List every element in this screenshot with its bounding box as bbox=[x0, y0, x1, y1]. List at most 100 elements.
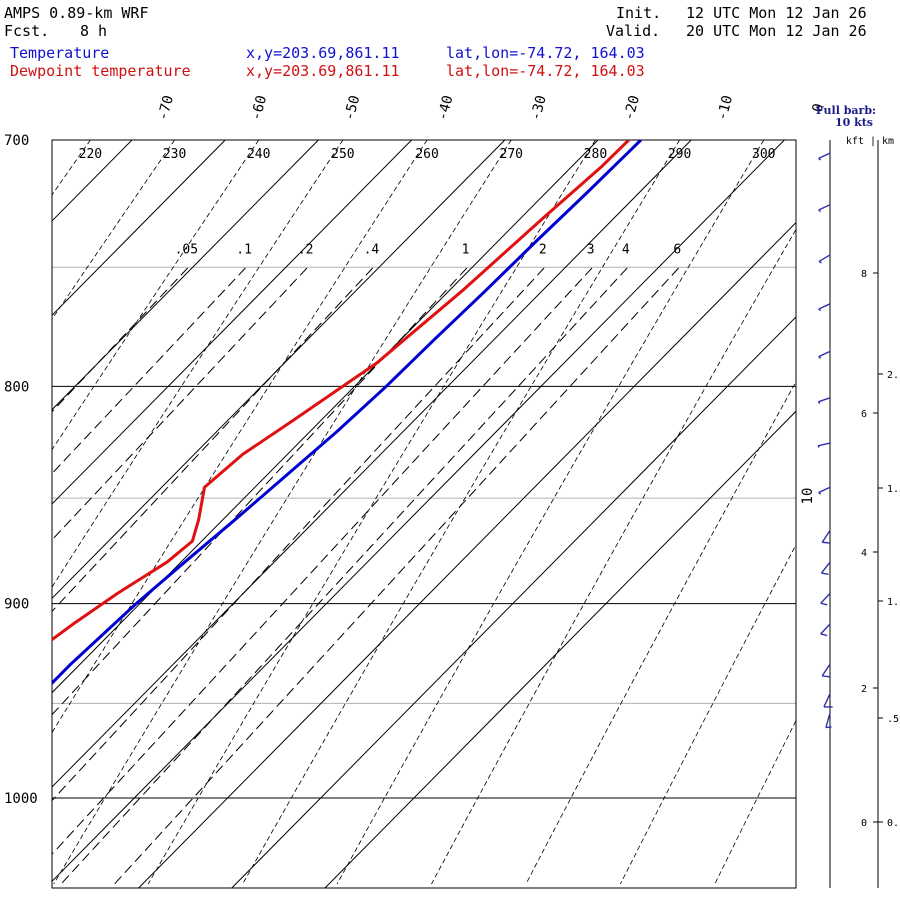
mixing-ratio-label: 3 bbox=[587, 242, 595, 257]
theta-label: 280 bbox=[584, 147, 607, 162]
mixing-ratio-line bbox=[52, 267, 374, 613]
dry-adiabat-line bbox=[525, 380, 796, 885]
mixing-ratio-label: .1 bbox=[236, 242, 252, 257]
wind-barb-half bbox=[818, 356, 822, 359]
theta-label: 240 bbox=[247, 147, 270, 162]
pressure-label: 800 bbox=[4, 379, 29, 395]
isotherm-line bbox=[231, 316, 796, 888]
height-km-label: 1.5 bbox=[887, 484, 900, 495]
wind-barb bbox=[818, 254, 831, 264]
dry-adiabat-line bbox=[620, 543, 796, 885]
wind-barb-staff bbox=[821, 663, 831, 677]
mixing-ratio-line bbox=[52, 267, 246, 475]
pressure-label: 1000 bbox=[4, 791, 38, 807]
mixing-ratio-line bbox=[52, 267, 468, 716]
mixing-ratio-label: 1 bbox=[462, 242, 470, 257]
dewpoint-line bbox=[52, 140, 630, 642]
isotherm-line bbox=[52, 140, 412, 505]
wind-barb-half bbox=[818, 308, 822, 312]
wind-barb-staff bbox=[823, 693, 831, 708]
wind-barb-staff bbox=[818, 350, 831, 358]
height-kft-label: 8 bbox=[861, 269, 867, 280]
theta-label: 230 bbox=[163, 147, 186, 162]
wind-barb-staff bbox=[818, 397, 831, 403]
wind-barb-half bbox=[818, 157, 822, 161]
isotherm-label: -60 bbox=[248, 94, 270, 123]
dry-adiabat-line bbox=[52, 140, 91, 196]
mixing-ratio-label: 4 bbox=[622, 242, 630, 257]
dry-adiabat-line bbox=[0, 140, 6, 884]
wind-barb-staff bbox=[818, 486, 831, 494]
mixing-ratio-line bbox=[60, 267, 628, 885]
wind-barb bbox=[818, 152, 831, 161]
height-kft-label: 2 bbox=[861, 684, 867, 695]
dry-adiabat-line bbox=[52, 140, 344, 588]
dry-adiabat-line bbox=[242, 140, 680, 885]
dry-adiabat-line bbox=[431, 228, 796, 885]
theta-label: 260 bbox=[415, 147, 438, 162]
isotherm-label: -70 bbox=[155, 94, 177, 123]
pressure-axis-labels: 700 800 900 1000 bbox=[4, 133, 38, 807]
mixing-ratio-label: 2 bbox=[539, 242, 547, 257]
height-km-label: 0. bbox=[887, 818, 899, 829]
isotherm-line bbox=[0, 140, 39, 888]
isotherm-label: -50 bbox=[341, 94, 363, 123]
theta-label: 220 bbox=[79, 147, 102, 162]
dewpoint-xy: x,y=203.69,861.11 bbox=[246, 62, 400, 80]
isotherm-line bbox=[52, 140, 599, 694]
height-kft-label: 4 bbox=[861, 548, 867, 559]
theta-label: 300 bbox=[752, 147, 775, 162]
isotherm-line bbox=[52, 140, 226, 317]
wind-barb bbox=[820, 561, 831, 575]
plot-frame bbox=[51, 139, 797, 889]
model-title: AMPS 0.89-km WRF bbox=[4, 4, 149, 22]
isotherm-line bbox=[324, 410, 796, 888]
theta-labels: 220 230 240 250 260 270 280 290 300 bbox=[79, 147, 776, 162]
sounding-series bbox=[52, 140, 642, 686]
temperature-line bbox=[52, 140, 642, 686]
wind-barb-full bbox=[822, 675, 830, 678]
mixing-ratio-line bbox=[52, 267, 593, 855]
wind-barb bbox=[818, 486, 831, 495]
mixing-ratio-grid bbox=[52, 267, 679, 885]
mixing-ratio-label: .2 bbox=[298, 242, 314, 257]
height-km-label: 2. bbox=[887, 370, 899, 381]
isotherm-grid bbox=[0, 140, 796, 888]
wind-barb-half bbox=[818, 260, 822, 264]
wind-barb-half bbox=[817, 445, 820, 448]
pressure-label: 700 bbox=[4, 133, 29, 149]
isotherm-line bbox=[138, 221, 796, 888]
isobar-grid bbox=[52, 139, 796, 799]
forecast-hour: 8 h bbox=[80, 22, 108, 40]
mixing-ratio-line bbox=[52, 267, 545, 802]
dry-adiabat-line bbox=[52, 140, 175, 320]
mixing-ratio-line bbox=[114, 267, 679, 885]
wind-barb-staff bbox=[820, 561, 831, 574]
wind-barb-full bbox=[820, 633, 828, 637]
mixing-ratio-line bbox=[52, 267, 308, 541]
isotherm-line bbox=[52, 140, 133, 222]
wind-barb bbox=[817, 442, 831, 448]
wind-barb-staff bbox=[818, 303, 831, 310]
wind-barb-staff bbox=[825, 712, 831, 728]
mixing-ratio-label: .05 bbox=[175, 242, 198, 257]
dry-adiabat-line bbox=[52, 140, 428, 734]
isotherm-label: -20 bbox=[621, 94, 643, 123]
dry-adiabat-line bbox=[336, 140, 765, 885]
isotherm-label: -40 bbox=[435, 94, 457, 123]
mixing-ratio-label: .4 bbox=[364, 242, 380, 257]
dry-adiabat-line bbox=[53, 140, 512, 885]
mixing-ratio-labels: .05 .1 .2 .4 1 2 3 4 6 bbox=[175, 242, 682, 257]
temperature-latlon: lat,lon=-74.72, 164.03 bbox=[446, 44, 645, 62]
isotherm-label: -10 bbox=[714, 94, 736, 123]
wind-barb-staff bbox=[820, 623, 831, 635]
height-axis: 0 2 4 6 8 0. .5 1. 1.5 2. bbox=[861, 269, 900, 829]
dry-adiabat-grid bbox=[0, 140, 796, 885]
wind-barb-staff bbox=[818, 152, 831, 160]
wind-barb bbox=[825, 712, 832, 729]
pressure-label: 900 bbox=[4, 597, 29, 613]
dry-adiabat-line bbox=[714, 719, 796, 885]
dewpoint-latlon: lat,lon=-74.72, 164.03 bbox=[446, 62, 645, 80]
wind-barb bbox=[820, 623, 831, 637]
mixing-ratio-label: 6 bbox=[673, 242, 681, 257]
